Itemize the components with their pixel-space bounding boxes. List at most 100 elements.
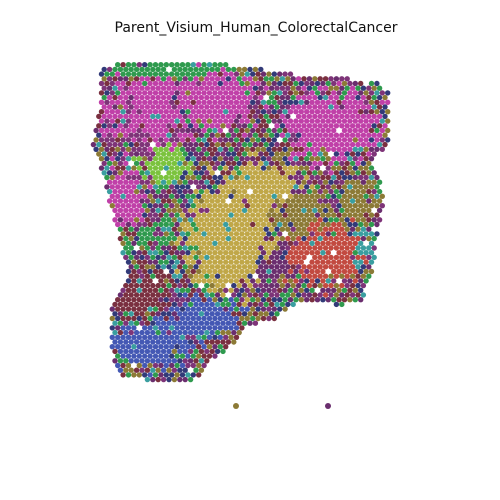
tissue-spot (244, 165, 250, 171)
tissue-spot (266, 193, 272, 199)
tissue-spot (98, 118, 105, 124)
tissue-spot (220, 245, 226, 251)
tissue-spot (258, 76, 264, 82)
tissue-spot (333, 151, 340, 157)
tissue-spot (277, 193, 283, 199)
tissue-spot (312, 188, 318, 195)
tissue-spot (133, 254, 140, 261)
tissue-spot (223, 315, 229, 322)
tissue-spot (328, 94, 334, 101)
tissue-spot (115, 344, 121, 350)
tissue-spot (223, 71, 229, 77)
tissue-spot (352, 278, 358, 284)
tissue-spot (136, 240, 142, 246)
tissue-spot (182, 339, 188, 345)
tissue-spot (128, 160, 134, 167)
tissue-spot (136, 221, 142, 228)
tissue-spot (255, 174, 261, 181)
tissue-spot (225, 264, 232, 270)
tissue-spot (136, 99, 142, 106)
tissue-spot (225, 151, 232, 157)
tissue-spot (152, 231, 159, 237)
tissue-spot (158, 259, 164, 265)
tissue-spot (258, 264, 264, 270)
tissue-spot (331, 203, 337, 209)
tissue-spot (239, 118, 245, 124)
tissue-spot (239, 127, 245, 134)
tissue-spot (268, 179, 275, 185)
tissue-spot (247, 254, 253, 261)
tissue-spot (201, 287, 207, 293)
tissue-spot (223, 231, 229, 237)
tissue-spot (220, 320, 226, 326)
tissue-spot (236, 141, 242, 148)
tissue-spot (301, 264, 307, 270)
tissue-spot (331, 146, 337, 152)
tissue-spot (255, 212, 261, 218)
tissue-spot (298, 118, 304, 124)
tissue-spot (301, 292, 307, 298)
tissue-spot (336, 165, 342, 171)
tissue-spot (366, 264, 372, 270)
tissue-spot (139, 282, 145, 289)
tissue-spot (139, 160, 145, 167)
tissue-spot (163, 212, 169, 218)
tissue-spot (117, 226, 124, 232)
tissue-spot (139, 292, 145, 298)
tissue-spot (160, 85, 167, 91)
tissue-spot (144, 311, 151, 317)
tissue-spot (325, 127, 331, 134)
tissue-spot (174, 278, 180, 284)
tissue-spot (352, 268, 358, 275)
tissue-spot (158, 240, 164, 246)
tissue-spot (287, 109, 294, 115)
tissue-spot (360, 151, 367, 157)
tissue-spot (363, 250, 369, 256)
tissue-spot (366, 132, 372, 138)
tissue-spot (347, 231, 353, 237)
tissue-spot (225, 198, 232, 204)
tissue-spot (347, 297, 353, 303)
tissue-spot (160, 179, 167, 185)
tissue-spot (201, 174, 207, 181)
tissue-spot (320, 193, 326, 199)
tissue-spot (214, 141, 221, 148)
tissue-spot (309, 212, 315, 218)
tissue-spot (123, 339, 129, 345)
tissue-spot (196, 250, 202, 256)
tissue-spot (147, 259, 153, 265)
tissue-spot (217, 344, 223, 350)
tissue-spot (309, 109, 315, 115)
tissue-spot (287, 240, 294, 246)
tissue-spot (309, 118, 315, 124)
tissue-spot (133, 367, 140, 373)
tissue-spot (206, 193, 213, 199)
tissue-spot (193, 179, 199, 185)
tissue-spot (352, 99, 358, 106)
tissue-spot (285, 132, 291, 138)
tissue-spot (266, 240, 272, 246)
tissue-spot (331, 127, 337, 134)
tissue-spot (112, 132, 118, 138)
tissue-spot (314, 268, 321, 275)
tissue-spot (169, 165, 175, 171)
tissue-spot (201, 184, 207, 190)
tissue-spot (204, 160, 210, 167)
tissue-spot (341, 268, 348, 275)
tissue-spot (336, 174, 342, 181)
tissue-spot (239, 287, 245, 293)
tissue-spot (223, 334, 229, 340)
tissue-spot (331, 109, 337, 115)
tissue-spot (187, 367, 194, 373)
tissue-spot (228, 184, 234, 190)
tissue-spot (201, 71, 207, 77)
tissue-spot (247, 188, 253, 195)
tissue-spot (250, 221, 256, 228)
tissue-spot (295, 217, 302, 223)
tissue-spot (169, 268, 175, 275)
tissue-spot (331, 193, 337, 199)
tissue-spot (169, 61, 175, 68)
tissue-spot (358, 278, 364, 284)
tissue-spot (282, 193, 288, 199)
tissue-spot (322, 226, 329, 232)
